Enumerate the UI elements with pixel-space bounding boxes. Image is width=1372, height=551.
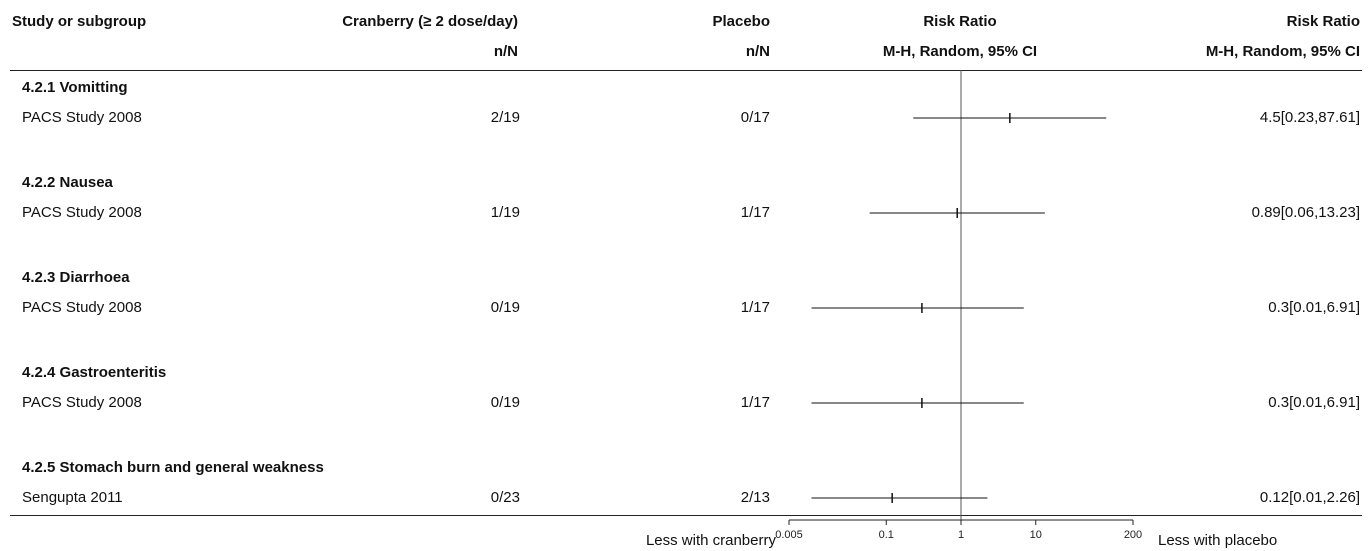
cranberry-events: 2/19 xyxy=(490,109,520,126)
risk-ratio-ci: 0.3[0.01,6.91] xyxy=(1268,394,1360,411)
favours-left-label: Less with cranberry xyxy=(645,532,776,549)
risk-ratio-ci: 4.5[0.23,87.61] xyxy=(1259,109,1360,126)
footer-divider xyxy=(10,515,1362,516)
placebo-events: 2/13 xyxy=(740,489,770,506)
x-axis-tick-label: 1 xyxy=(958,529,964,541)
favours-right-label: Less with placebo xyxy=(1158,532,1278,549)
subgroup-title: 4.2.4 Gastroenteritis xyxy=(22,364,167,381)
risk-ratio-ci: 0.12[0.01,2.26] xyxy=(1259,489,1360,506)
header-placebo-nn: n/N xyxy=(745,43,770,60)
placebo-events: 1/17 xyxy=(740,204,770,221)
header-rr-plot-method: M-H, Random, 95% CI xyxy=(882,43,1038,60)
x-axis-tick-label: 200 xyxy=(1124,529,1142,541)
header-cranberry-nn: n/N xyxy=(493,43,518,60)
subgroup-title: 4.2.3 Diarrhoea xyxy=(22,269,130,286)
placebo-events: 1/17 xyxy=(740,394,770,411)
cranberry-events: 0/19 xyxy=(490,299,520,316)
header-study: Study or subgroup xyxy=(12,13,147,30)
subgroup-title: 4.2.1 Vomitting xyxy=(22,79,128,96)
subgroup-title: 4.2.2 Nausea xyxy=(22,174,113,191)
study-name: PACS Study 2008 xyxy=(22,109,142,126)
header-cranberry: Cranberry (≥ 2 dose/day) xyxy=(342,13,518,30)
cranberry-events: 0/19 xyxy=(490,394,520,411)
x-axis-tick-label: 10 xyxy=(1030,529,1042,541)
study-name: Sengupta 2011 xyxy=(22,489,123,506)
header-rr-text-method: M-H, Random, 95% CI xyxy=(1205,43,1360,60)
subgroup-title: 4.2.5 Stomach burn and general weakness xyxy=(22,459,324,476)
study-name: PACS Study 2008 xyxy=(22,204,142,221)
risk-ratio-ci: 0.3[0.01,6.91] xyxy=(1268,299,1360,316)
header-divider xyxy=(10,70,1362,71)
placebo-events: 1/17 xyxy=(740,299,770,316)
placebo-events: 0/17 xyxy=(740,109,770,126)
study-name: PACS Study 2008 xyxy=(22,299,142,316)
cranberry-events: 1/19 xyxy=(490,204,520,221)
header-rr-text: Risk Ratio xyxy=(1286,13,1360,30)
x-axis-tick-label: 0.1 xyxy=(879,529,894,541)
x-axis-tick-label: 0.005 xyxy=(775,529,803,541)
cranberry-events: 0/23 xyxy=(490,489,520,506)
header-rr-plot: Risk Ratio xyxy=(923,13,997,30)
header-placebo: Placebo xyxy=(712,13,770,30)
risk-ratio-ci: 0.89[0.06,13.23] xyxy=(1251,204,1360,221)
study-name: PACS Study 2008 xyxy=(22,394,142,411)
